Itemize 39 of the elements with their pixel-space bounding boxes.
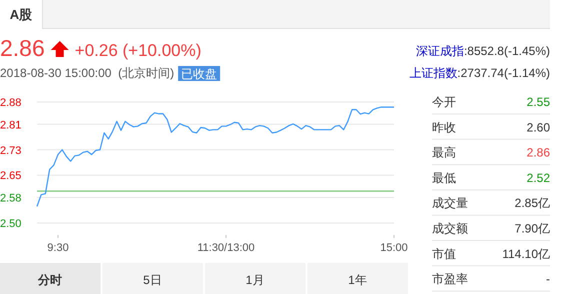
x-tick-label: 9:30 <box>47 242 69 254</box>
text: 2.86 <box>526 146 550 160</box>
x-tick-label: 15:00 <box>380 242 408 254</box>
category-label: 今开 <box>432 95 456 109</box>
y-tick-label: 2.50 <box>0 218 22 230</box>
text: 2.85亿 <box>514 196 550 210</box>
category-label: 最高 <box>432 146 456 160</box>
text: :2737.74(-1.14%) <box>457 66 550 80</box>
text: 深证成指 <box>416 44 464 58</box>
text: 7.90亿 <box>514 222 550 236</box>
text: 2.52 <box>526 170 550 185</box>
text: 分时 <box>37 273 62 287</box>
y-tick-label: 2.81 <box>0 119 22 132</box>
line-series <box>36 106 395 208</box>
y-tick-label: 2.58 <box>0 192 22 205</box>
text: A股 <box>10 7 34 22</box>
category-label: 成交量 <box>432 196 468 210</box>
y-tick-label: 2.88 <box>0 97 22 109</box>
category-label: 市盈率 <box>432 272 468 286</box>
text: +0.26 (+10.00%) <box>74 41 202 60</box>
text: 1月 <box>246 273 264 287</box>
text: 2.60 <box>526 120 550 134</box>
y-tick-label: 2.65 <box>0 170 22 182</box>
text: 2018-08-30 15:00:00 (北京时间) <box>0 66 174 80</box>
y-tick-label: 2.73 <box>0 144 22 157</box>
text: 已收盘 <box>181 67 218 81</box>
text: 114.10亿 <box>502 246 550 261</box>
text: 2.86 <box>0 35 45 61</box>
text: 上证指数 <box>409 66 458 80</box>
text: 2.55 <box>526 95 550 109</box>
text: 5日 <box>143 273 162 287</box>
category-label: 成交额 <box>432 222 468 236</box>
text: :8552.8(-1.45%) <box>464 44 550 58</box>
category-label: 昨收 <box>432 120 456 134</box>
x-tick-label: 11:30/13:00 <box>197 242 255 254</box>
category-label: 市值 <box>432 246 456 261</box>
category-label: 最低 <box>432 170 456 185</box>
text: 1年 <box>348 273 367 287</box>
text: - <box>546 272 550 286</box>
